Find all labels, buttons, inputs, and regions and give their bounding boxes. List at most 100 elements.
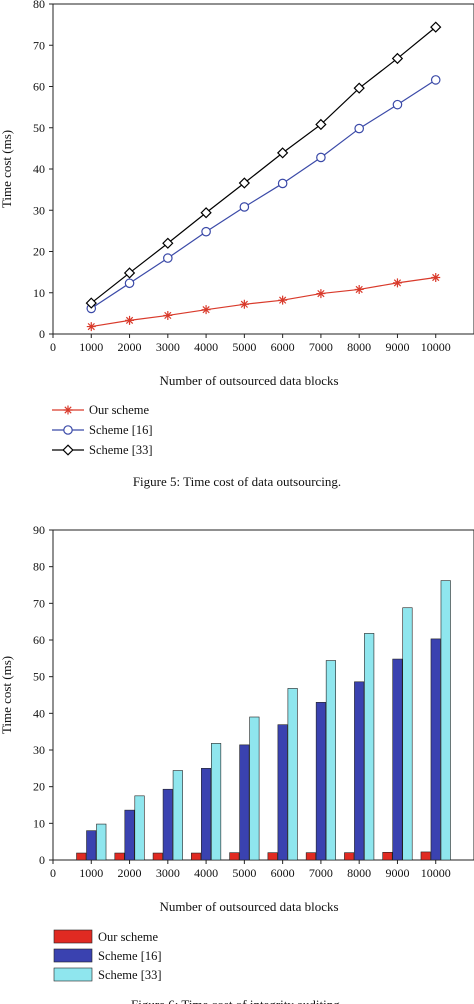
x-tick-label: 8000 [347, 866, 371, 880]
bar [152, 852, 163, 861]
x-axis-label: Number of outsourced data blocks [159, 373, 338, 388]
data-point [277, 178, 288, 189]
y-tick-label: 90 [33, 523, 45, 537]
x-tick-label: 0 [50, 866, 56, 880]
y-tick-label: 50 [33, 121, 45, 135]
data-point [391, 52, 404, 65]
figure-caption: Figure 6: Time cost of integrity auditin… [131, 997, 343, 1004]
legend-swatch [53, 948, 93, 963]
data-point [431, 272, 441, 282]
x-tick-label: 9000 [385, 866, 409, 880]
legend-label: Scheme [33] [98, 968, 162, 982]
y-tick-label: 10 [33, 286, 45, 300]
y-tick-label: 40 [33, 706, 45, 720]
y-tick-label: 10 [33, 816, 45, 830]
data-point [86, 322, 96, 332]
x-tick-label: 2000 [118, 866, 142, 880]
x-tick-label: 3000 [156, 340, 180, 354]
x-tick-label: 6000 [271, 340, 295, 354]
series-scheme-33 [96, 580, 451, 861]
x-tick-label: 5000 [232, 866, 256, 880]
x-tick-label: 5000 [232, 340, 256, 354]
y-axis-label: Time cost (ms) [0, 130, 14, 208]
plot-frame [52, 529, 474, 861]
y-tick-label: 0 [39, 853, 45, 867]
data-point [238, 177, 251, 189]
x-tick-label: 4000 [194, 340, 218, 354]
data-point [354, 123, 364, 134]
data-point [85, 297, 97, 309]
data-point [162, 237, 174, 249]
y-tick-label: 30 [33, 743, 45, 757]
legend-label: Scheme [16] [89, 423, 153, 437]
bar [344, 852, 355, 861]
data-point [63, 425, 73, 435]
data-point [62, 444, 74, 456]
y-tick-label: 70 [33, 38, 45, 52]
data-point [201, 226, 211, 237]
legend: Our scheme Scheme [16] Scheme [33] [52, 403, 153, 457]
y-tick-label: 20 [33, 780, 45, 794]
data-point [123, 267, 136, 279]
bar [114, 852, 125, 861]
data-point [354, 284, 364, 294]
series-our-scheme [86, 272, 441, 332]
plot-frame [52, 3, 474, 335]
y-tick-label: 40 [33, 162, 45, 176]
x-tick-label: 0 [50, 340, 56, 354]
bar [287, 688, 298, 861]
legend-label: Scheme [33] [89, 443, 153, 457]
x-tick-label: 3000 [156, 866, 180, 880]
data-point [316, 289, 326, 299]
y-tick-label: 20 [33, 245, 45, 259]
bar [191, 852, 202, 861]
x-tick-label: 8000 [347, 340, 371, 354]
x-tick-label: 10000 [421, 340, 451, 354]
bar [134, 795, 145, 861]
data-point [63, 405, 73, 415]
data-point [125, 315, 135, 325]
x-tick-label: 1000 [79, 340, 103, 354]
x-tick-label: 7000 [309, 866, 333, 880]
x-tick-label: 6000 [271, 866, 295, 880]
bar [86, 830, 97, 861]
data-point [430, 75, 441, 85]
series-our-scheme [76, 851, 431, 861]
series-line [91, 276, 436, 328]
bar [354, 681, 365, 861]
x-tick-label: 9000 [385, 340, 409, 354]
legend-swatch [53, 929, 93, 944]
legend: Our scheme Scheme [16] Scheme [33] [53, 929, 162, 982]
series-scheme-33 [85, 21, 442, 309]
bar [325, 660, 336, 861]
y-tick-label: 70 [33, 596, 45, 610]
x-tick-label: 2000 [118, 340, 142, 354]
bar [277, 724, 288, 861]
series-scheme-16 [86, 638, 441, 861]
x-axis-label: Number of outsourced data blocks [159, 899, 338, 914]
data-point [239, 202, 250, 212]
y-tick-label: 60 [33, 633, 45, 647]
bar [239, 744, 250, 861]
data-point [200, 207, 212, 219]
bar [315, 702, 326, 861]
figure5-line-chart: 0 10 20 30 40 50 60 70 80 0 1000 2000 3000 4000 5000 60… [0, 0, 474, 489]
series-scheme-16 [86, 75, 441, 314]
data-point [353, 82, 365, 94]
y-tick-label: 60 [33, 80, 45, 94]
figure6-bar-chart: 0 10 20 30 40 50 60 70 80 90 0 1000 2000 3000 4000 5000… [0, 523, 474, 1004]
bar [440, 580, 451, 861]
y-tick-label: 80 [33, 0, 45, 11]
bar [420, 851, 431, 861]
bar [211, 743, 222, 861]
x-tick-label: 4000 [194, 866, 218, 880]
series-line [90, 26, 437, 304]
x-tick-label: 7000 [309, 340, 333, 354]
bar [430, 638, 441, 861]
bar [249, 716, 260, 861]
y-tick-label: 30 [33, 203, 45, 217]
y-tick-label: 50 [33, 670, 45, 684]
bar [172, 770, 183, 861]
y-axis-label: Time cost (ms) [0, 656, 14, 734]
x-tick-label: 10000 [421, 866, 451, 880]
